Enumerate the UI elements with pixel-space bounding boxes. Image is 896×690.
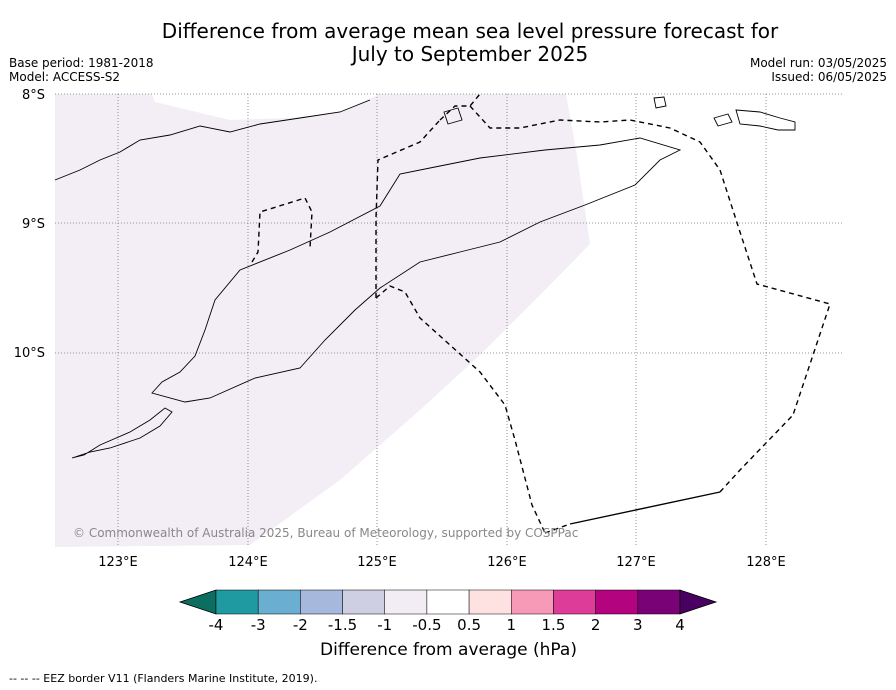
colorbar-extend-high	[679, 589, 718, 615]
lon-label: 125°E	[357, 555, 397, 570]
lon-label: 123°E	[98, 555, 138, 570]
lon-label: 124°E	[228, 555, 268, 570]
eez-borders	[251, 93, 831, 534]
issued-date: Issued: 06/05/2025	[771, 70, 887, 84]
colorbar-tick-label: -1.5	[328, 616, 357, 634]
eez-border	[375, 285, 546, 534]
colorbar-segment	[553, 589, 596, 615]
colorbar-tick-label: 1	[506, 616, 516, 634]
model-name: Model: ACCESS-S2	[9, 70, 121, 84]
colorbar-tick-label: 2	[591, 616, 601, 634]
eez-border	[544, 414, 794, 534]
lat-label: 10°S	[14, 346, 45, 361]
eez-border-solid	[569, 491, 721, 525]
eez-border	[375, 119, 441, 298]
wetar-coastline	[735, 109, 796, 131]
coastlines	[54, 96, 796, 459]
colorbar: -4 -3 -2 -1.5 -1 -0.5 0.5 1 1.5 2 3 4	[178, 589, 718, 634]
colorbar-tick-label: 3	[633, 616, 643, 634]
eez-border	[251, 197, 313, 263]
lat-label: 8°S	[22, 88, 45, 103]
colorbar-segment	[257, 589, 301, 615]
colorbar-segment	[342, 589, 385, 615]
eez-border	[569, 491, 721, 525]
colorbar-segment	[384, 589, 428, 615]
colorbar-tick-label: -2	[293, 616, 308, 634]
lon-label: 127°E	[616, 555, 656, 570]
base-period-info: Base period: 1981-2018 Model: ACCESS-S2	[9, 56, 154, 84]
colorbar-tick-label: 1.5	[542, 616, 566, 634]
base-period: Base period: 1981-2018	[9, 56, 154, 70]
model-run: Model run: 03/05/2025	[749, 56, 887, 70]
forecast-shading-region	[55, 94, 590, 547]
colorbar-tick-label: -3	[251, 616, 266, 634]
colorbar-segment	[595, 589, 639, 615]
small-island	[713, 113, 733, 127]
lon-label: 126°E	[487, 555, 527, 570]
colorbar-segment	[215, 589, 259, 615]
flores-coastline	[54, 99, 371, 181]
footnote: -- -- -- EEZ border V11 (Flanders Marine…	[9, 672, 318, 685]
model-run-info: Model run: 03/05/2025 Issued: 06/05/2025	[750, 56, 887, 84]
colorbar-segment	[468, 589, 512, 615]
small-island	[653, 96, 667, 109]
colorbar-label: Difference from average (hPa)	[320, 640, 577, 660]
colorbar-tick-label: -4	[209, 616, 224, 634]
colorbar-tick-label: -1	[377, 616, 392, 634]
colorbar-segment	[637, 589, 681, 615]
timor-coastline	[151, 137, 682, 403]
small-island	[443, 107, 463, 125]
colorbar-extend-low	[178, 589, 217, 615]
sumba-coastline	[71, 407, 173, 459]
colorbar-segment	[426, 589, 470, 615]
lon-label: 128°E	[746, 555, 786, 570]
colorbar-tick-label: 4	[675, 616, 685, 634]
colorbar-tick-label: 0.5	[457, 616, 481, 634]
eez-border	[439, 93, 831, 416]
chart-title: Difference from average mean sea level p…	[161, 19, 779, 66]
lat-label: 9°S	[22, 217, 45, 232]
copyright-notice: © Commonwealth of Australia 2025, Bureau…	[73, 526, 579, 540]
colorbar-tick-label: -0.5	[412, 616, 441, 634]
colorbar-segment	[300, 589, 343, 615]
colorbar-segment	[511, 589, 554, 615]
